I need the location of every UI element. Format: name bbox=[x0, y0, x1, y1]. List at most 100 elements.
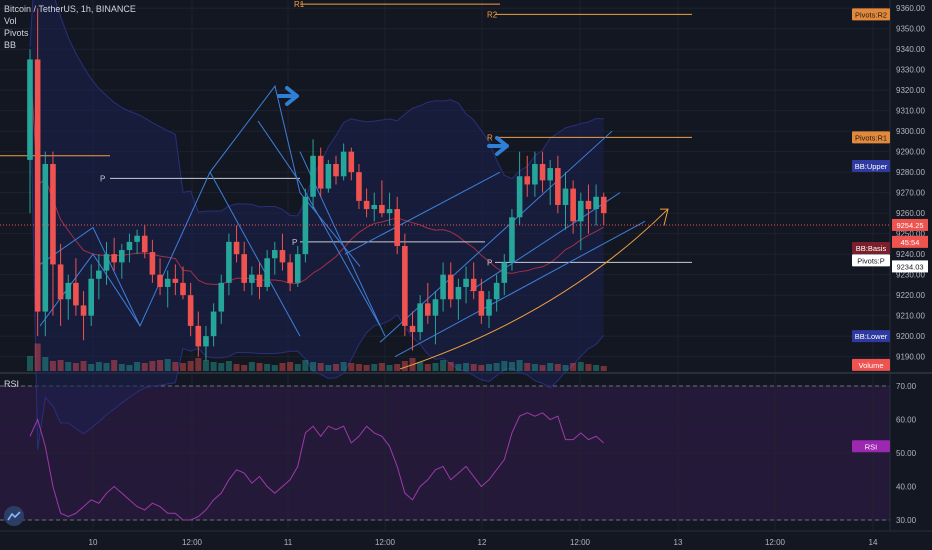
volume-tag-bg bbox=[852, 358, 890, 371]
volume-bar bbox=[95, 362, 102, 371]
candle-body bbox=[42, 163, 49, 312]
candle-body bbox=[164, 278, 171, 287]
y-tick-label: 9230.00 bbox=[896, 271, 925, 280]
candle-body bbox=[149, 252, 156, 275]
candle-body bbox=[80, 305, 87, 316]
pivots-p-tag: Pivots:P bbox=[857, 256, 885, 265]
candle-body bbox=[294, 254, 301, 283]
candle-body bbox=[126, 241, 133, 251]
y-tick-label: 9280.00 bbox=[896, 168, 925, 177]
bb-lower-tag-bg bbox=[852, 330, 890, 343]
y-tick-label: 9340.00 bbox=[896, 45, 925, 54]
volume-bar bbox=[72, 363, 79, 371]
volume-bar bbox=[180, 363, 186, 371]
pivot-p3-label: P bbox=[487, 258, 492, 267]
volume-bar bbox=[210, 362, 217, 371]
volume-bar bbox=[27, 356, 33, 371]
candle-body bbox=[73, 282, 79, 306]
tradingview-logo-icon[interactable] bbox=[4, 506, 24, 526]
indicator-pivots[interactable]: Pivots bbox=[4, 28, 29, 38]
candle-body bbox=[119, 250, 125, 263]
volume-bar bbox=[524, 363, 531, 371]
volume-bar bbox=[585, 364, 592, 371]
pattern-line bbox=[209, 171, 301, 337]
volume-bar bbox=[486, 364, 492, 371]
pivot-r2-label: R2 bbox=[487, 10, 498, 19]
volume-bar bbox=[340, 362, 347, 371]
candle-body bbox=[210, 311, 217, 337]
last-price-tag-bg bbox=[892, 218, 928, 231]
volume-bar bbox=[371, 364, 378, 371]
y-tick-label: 9300.00 bbox=[896, 127, 925, 136]
candle-body bbox=[317, 155, 324, 189]
x-tick-label: 12:00 bbox=[182, 538, 203, 547]
candle-body bbox=[50, 163, 56, 265]
y-tick-label: 9220.00 bbox=[896, 291, 925, 300]
candle-body bbox=[600, 196, 607, 214]
candle-body bbox=[88, 278, 94, 316]
candle-body bbox=[348, 151, 355, 173]
volume-bar bbox=[302, 360, 309, 371]
volume-bar bbox=[310, 362, 317, 371]
pattern-line bbox=[257, 120, 381, 327]
volume-bar bbox=[508, 362, 515, 371]
rsi-pane-label[interactable]: RSI bbox=[4, 379, 20, 389]
symbol-title[interactable]: Bitcoin / TetherUS, 1h, BINANCE bbox=[4, 4, 136, 14]
bb-basis-tag: BB:Basis bbox=[856, 244, 887, 253]
volume-bar bbox=[493, 363, 500, 371]
volume-bar bbox=[187, 361, 194, 371]
volume-bar bbox=[577, 362, 584, 371]
candle-body bbox=[417, 303, 423, 333]
projection-arrowhead bbox=[660, 208, 669, 226]
countdown-tag: 45:54 bbox=[901, 238, 920, 247]
candle-body bbox=[478, 291, 485, 316]
indicator-bb[interactable]: BB bbox=[4, 40, 17, 50]
candle-body bbox=[134, 235, 140, 242]
volume-bar bbox=[65, 362, 72, 371]
candle-body bbox=[570, 188, 576, 222]
candle-body bbox=[447, 274, 454, 300]
y-tick-label: 9200.00 bbox=[896, 332, 925, 341]
volume-bar bbox=[294, 364, 301, 371]
bb-upper-line bbox=[29, 0, 604, 217]
candle-body bbox=[34, 59, 41, 312]
volume-bar bbox=[325, 365, 332, 371]
indicator-vol[interactable]: Vol bbox=[4, 16, 17, 26]
volume-bar bbox=[256, 363, 263, 371]
rsi-tag-bg bbox=[852, 440, 890, 453]
candle-body bbox=[180, 282, 186, 296]
candle-body bbox=[157, 274, 163, 287]
volume-bar bbox=[149, 361, 156, 371]
candle-body bbox=[425, 303, 431, 316]
candle-body bbox=[394, 209, 400, 246]
pivot-r1-label: R1 bbox=[294, 0, 305, 9]
volume-bar bbox=[440, 360, 447, 371]
candle-body bbox=[463, 278, 469, 287]
y-tick-label: 9320.00 bbox=[896, 86, 925, 95]
candle-body bbox=[578, 200, 584, 222]
candle-body bbox=[356, 172, 362, 201]
volume-bar bbox=[432, 363, 439, 371]
rsi-tag: RSI bbox=[865, 442, 878, 451]
volume-bar bbox=[463, 363, 470, 371]
volume-bar bbox=[118, 364, 125, 371]
candle-body bbox=[340, 151, 347, 177]
volume-bar bbox=[539, 365, 546, 371]
projection-curve bbox=[399, 208, 669, 370]
candle-body bbox=[203, 336, 209, 347]
volume-bar bbox=[241, 365, 248, 371]
pivot-p2-label: P bbox=[292, 238, 297, 247]
candle-body bbox=[555, 168, 561, 205]
candle-body bbox=[562, 188, 569, 205]
x-tick-label: 12:00 bbox=[570, 538, 591, 547]
y-tick-label: 9210.00 bbox=[896, 312, 925, 321]
candle-body bbox=[226, 241, 232, 283]
volume-bar bbox=[218, 363, 225, 371]
x-tick-label: 10 bbox=[89, 538, 98, 547]
candle-body bbox=[96, 270, 102, 279]
volume-bar bbox=[248, 362, 255, 371]
y-tick-label: 50.00 bbox=[896, 449, 917, 458]
volume-bar bbox=[141, 363, 148, 371]
volume-bar bbox=[88, 364, 95, 371]
